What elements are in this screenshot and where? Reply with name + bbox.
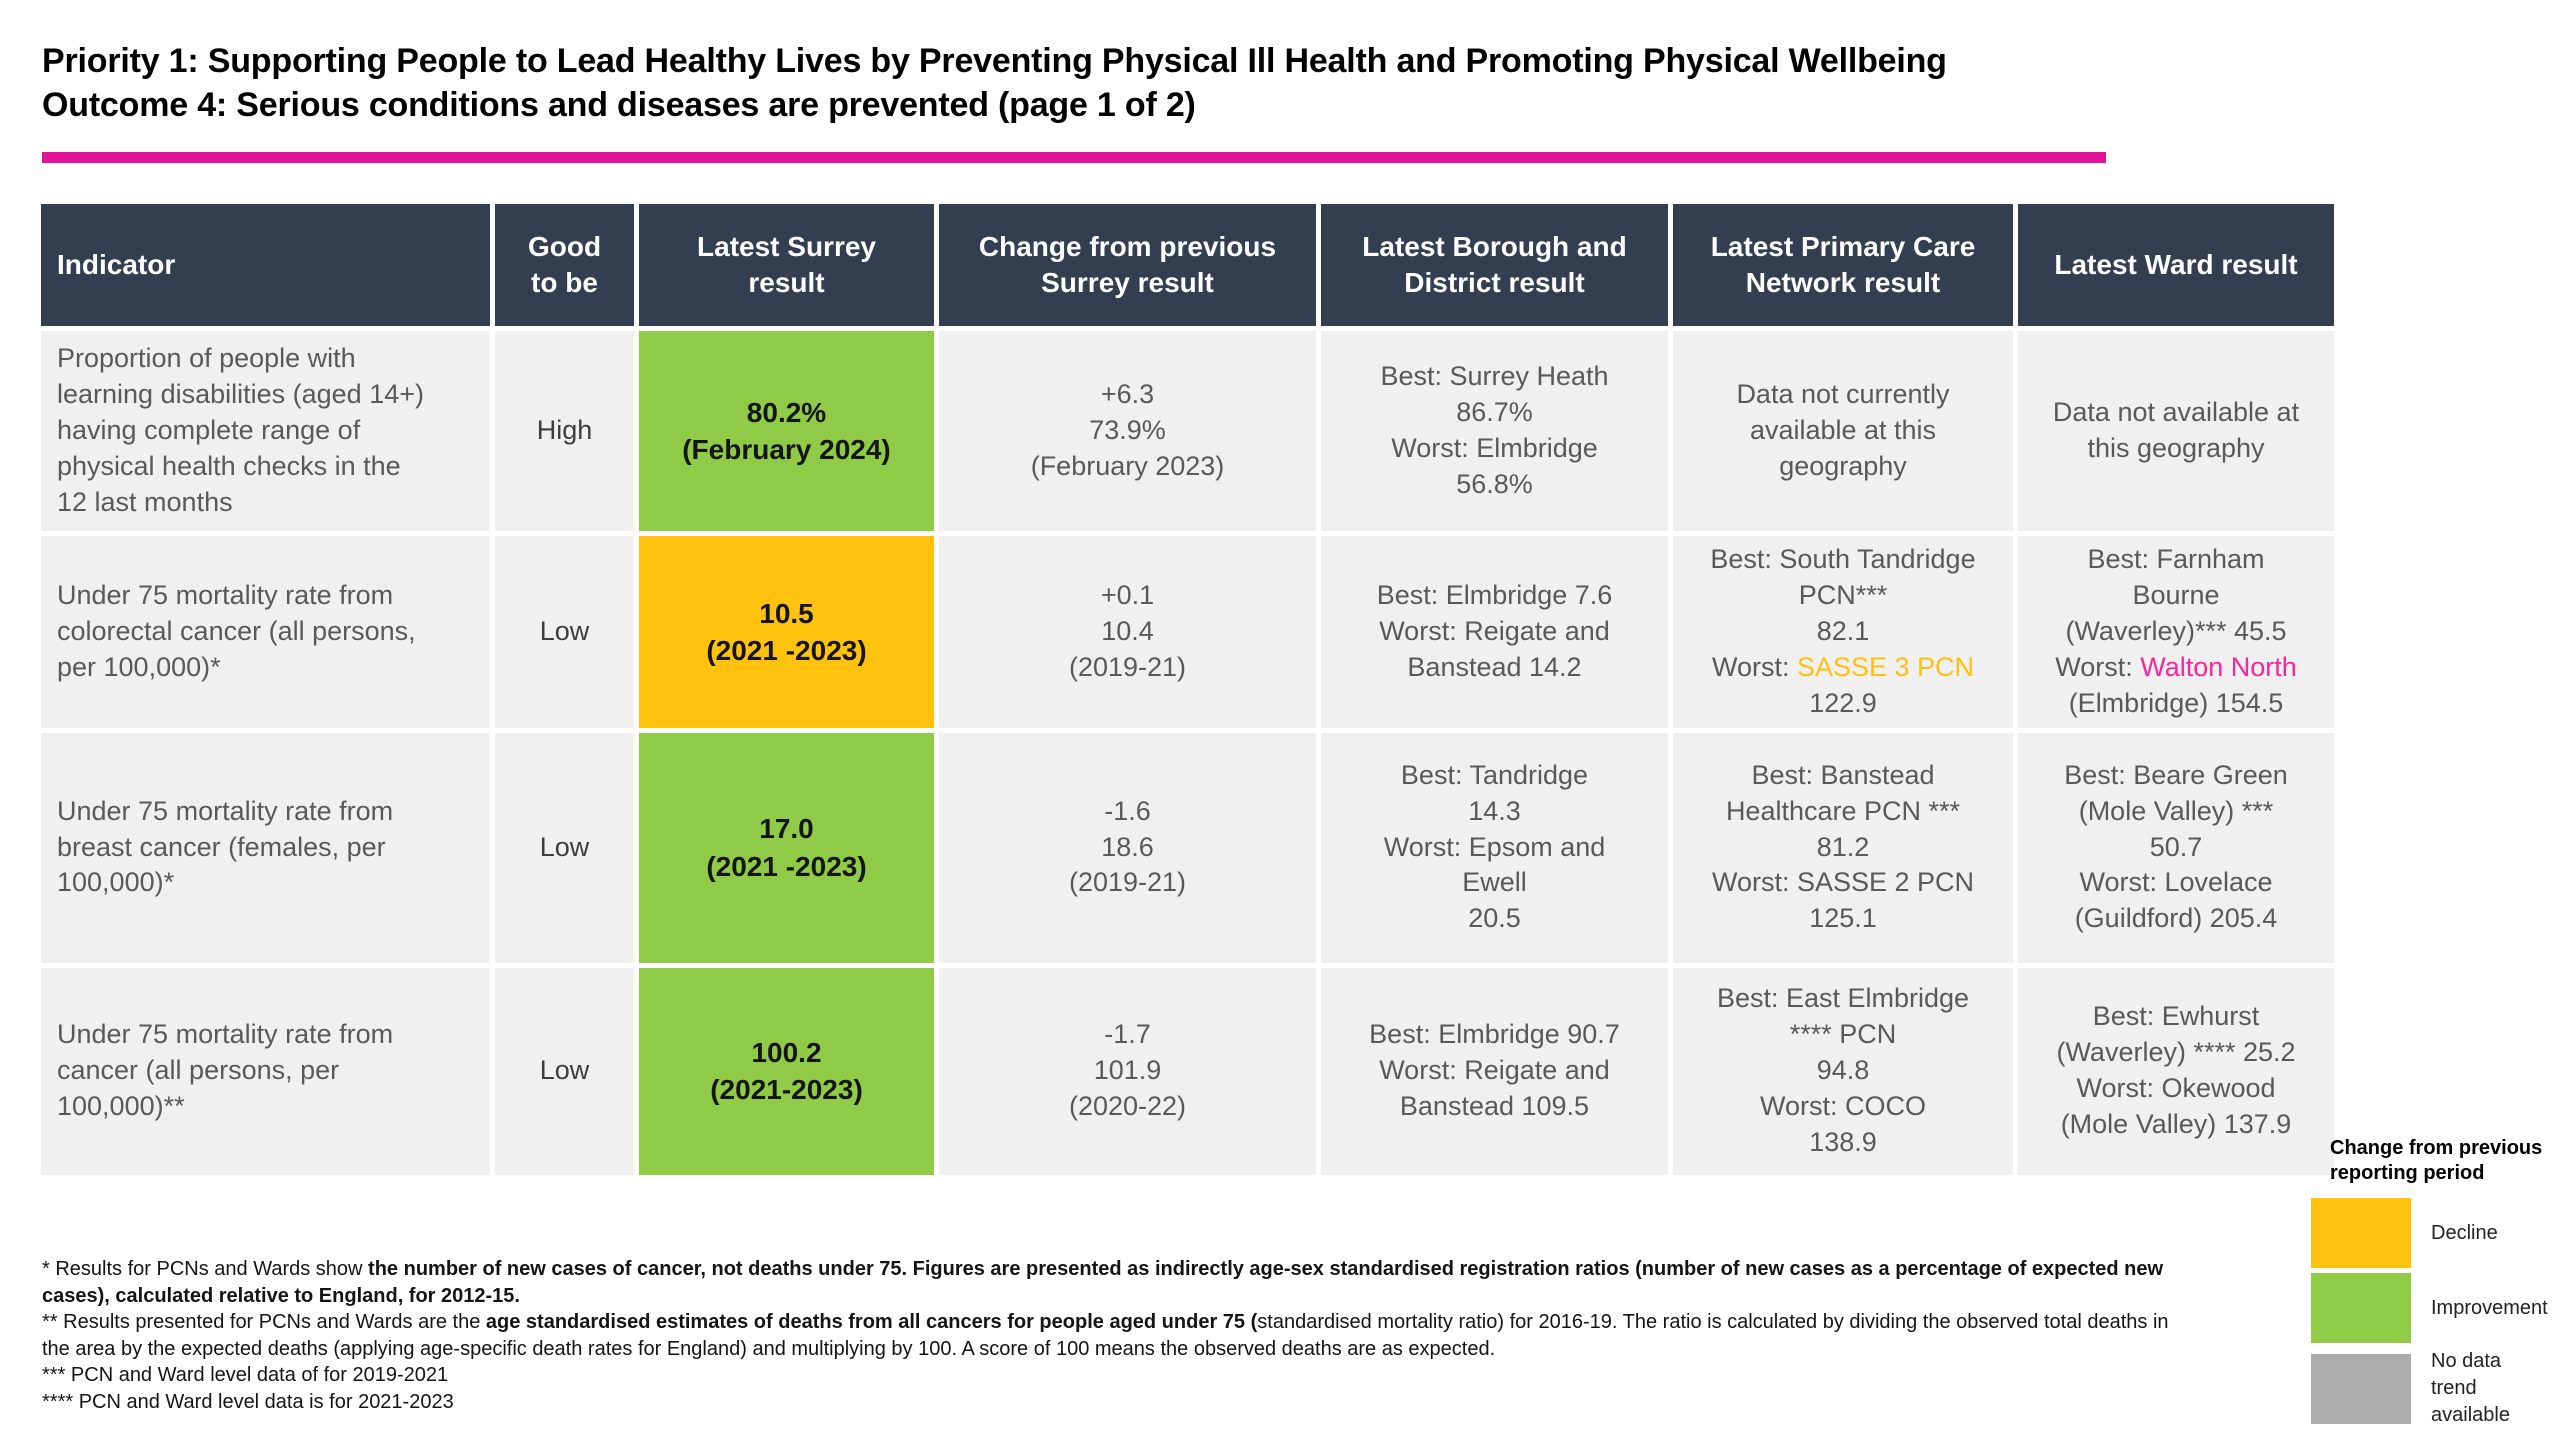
footnote-text: ** Results presented for PCNs and Wards …: [42, 1311, 486, 1334]
footnote-text: * Results for PCNs and Wards show: [42, 1258, 369, 1280]
legend-item: No data trend available: [2311, 1348, 2560, 1429]
cell-borough: Best: Surrey Heath 86.7% Worst: Elmbridg…: [1321, 331, 1668, 531]
cell-ward: Best: Farnham Bourne (Waverley)*** 45.5 …: [2018, 536, 2334, 728]
cell-indicator: Under 75 mortality rate from breast canc…: [41, 732, 490, 963]
footnote-text: age standardised estimates of deaths fro…: [485, 1311, 1258, 1334]
cell-ward: Best: Beare Green (Mole Valley) *** 50.7…: [2018, 732, 2334, 963]
legend-swatch-amber: [2311, 1198, 2411, 1268]
cell-surrey_result: 80.2% (February 2024): [639, 331, 934, 531]
highlighted-value: SASSE 3 PCN: [1796, 651, 1975, 682]
legend-title: Change from previous reporting period: [2330, 1137, 2543, 1184]
column-header-indicator: Indicator: [41, 204, 490, 326]
cell-change: +0.1 10.4 (2019-21): [939, 536, 1316, 728]
footnotes: * Results for PCNs and Wards show the nu…: [42, 1256, 2182, 1416]
cell-good_to_be: Low: [495, 967, 634, 1175]
column-header-pcn: Latest Primary Care Network result: [1673, 204, 2013, 326]
cell-change: +6.3 73.9% (February 2023): [939, 331, 1316, 531]
table-row: Under 75 mortality rate from colorectal …: [41, 536, 2334, 728]
cell-pcn: Best: Banstead Healthcare PCN *** 81.2 W…: [1673, 732, 2013, 963]
column-header-good_to_be: Good to be: [495, 204, 634, 326]
footnote-text: *** PCN and Ward level data of for 2019-…: [42, 1364, 449, 1387]
footnote-text: standardised mortality ratio) for 2016-1…: [42, 1311, 2169, 1360]
footnote: *** PCN and Ward level data of for 2019-…: [42, 1362, 2182, 1389]
cell-surrey_result: 17.0 (2021 -2023): [639, 732, 934, 963]
cell-pcn: Best: East Elmbridge **** PCN 94.8 Worst…: [1673, 967, 2013, 1175]
footnote-text: the number of new cases of cancer, not d…: [42, 1258, 2164, 1307]
results-table-body: Proportion of people with learning disab…: [41, 331, 2334, 1175]
legend-label: No data trend available: [2431, 1350, 2510, 1426]
table-row: Under 75 mortality rate from cancer (all…: [41, 967, 2334, 1175]
cell-borough: Best: Elmbridge 7.6 Worst: Reigate and B…: [1321, 536, 1668, 728]
cell-change: -1.7 101.9 (2020-22): [939, 967, 1316, 1175]
footnote-text: **** PCN and Ward level data is for 2021…: [42, 1390, 454, 1413]
legend-swatch-green: [2311, 1273, 2411, 1343]
cell-borough: Best: Tandridge 14.3 Worst: Epsom and Ew…: [1321, 732, 1668, 963]
footnote: * Results for PCNs and Wards show the nu…: [42, 1256, 2182, 1309]
cell-change: -1.6 18.6 (2019-21): [939, 732, 1316, 963]
legend-item: Decline: [2311, 1198, 2560, 1268]
footnote: ** Results presented for PCNs and Wards …: [42, 1309, 2182, 1362]
legend-item: Improvement: [2311, 1273, 2560, 1343]
cell-ward: Best: Ewhurst (Waverley) **** 25.2 Worst…: [2018, 967, 2334, 1175]
indicators-table: Indicator Good to be Latest Surrey result C…: [36, 199, 2339, 1180]
cell-good_to_be: Low: [495, 732, 634, 963]
table-header-row: Indicator Good to be Latest Surrey result C…: [41, 204, 2334, 326]
column-header-surrey_result: Latest Surrey result: [639, 204, 934, 326]
cell-good_to_be: High: [495, 331, 634, 531]
cell-pcn: Data not currently available at this geo…: [1673, 331, 2013, 531]
legend-label: Decline: [2431, 1221, 2498, 1244]
cell-borough: Best: Elmbridge 90.7 Worst: Reigate and …: [1321, 967, 1668, 1175]
column-header-ward: Latest Ward result: [2018, 204, 2334, 326]
cell-indicator: Under 75 mortality rate from cancer (all…: [41, 967, 490, 1175]
title-divider-rule: [42, 152, 2106, 163]
highlighted-value: Walton North: [2140, 651, 2297, 682]
cell-indicator: Under 75 mortality rate from colorectal …: [41, 536, 490, 728]
header-row: Indicator Good to be Latest Surrey result C…: [41, 204, 2334, 326]
cell-ward: Data not available at this geography: [2018, 331, 2334, 531]
cell-indicator: Proportion of people with learning disab…: [41, 331, 490, 531]
table-row: Proportion of people with learning disab…: [41, 331, 2334, 531]
column-header-borough: Latest Borough and District result: [1321, 204, 1668, 326]
column-header-change: Change from previous Surrey result: [939, 204, 1316, 326]
change-legend: Change from previous reporting period De…: [2311, 1136, 2560, 1434]
page-title: Priority 1: Supporting People to Lead He…: [42, 41, 1947, 124]
legend-label: Improvement: [2431, 1296, 2548, 1319]
table-row: Under 75 mortality rate from breast canc…: [41, 732, 2334, 963]
legend-items: Decline Improvement No data trend availabl…: [2311, 1198, 2560, 1429]
cell-surrey_result: 100.2 (2021-2023): [639, 967, 934, 1175]
cell-good_to_be: Low: [495, 536, 634, 728]
cell-surrey_result: 10.5 (2021 -2023): [639, 536, 934, 728]
legend-swatch-gray: [2311, 1353, 2411, 1424]
cell-pcn: Best: South Tandridge PCN*** 82.1 Worst:…: [1673, 536, 2013, 728]
footnote: **** PCN and Ward level data is for 2021…: [42, 1389, 2182, 1416]
